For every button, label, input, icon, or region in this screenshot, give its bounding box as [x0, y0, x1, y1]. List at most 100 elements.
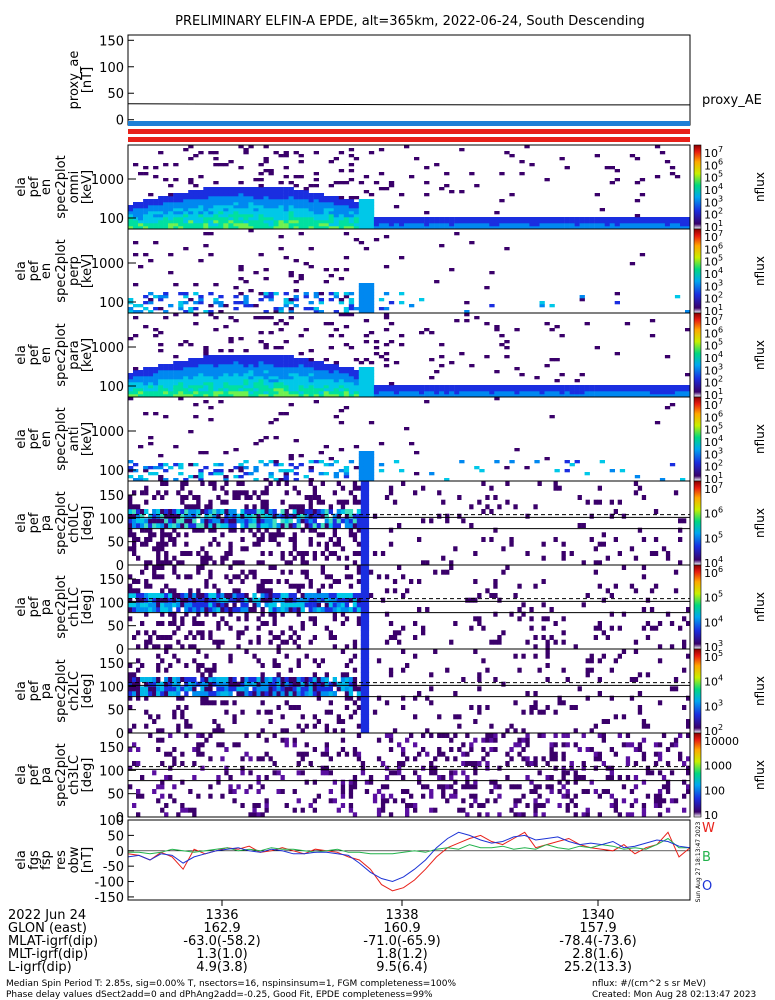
spectrogram-pixel — [328, 394, 334, 398]
spectrogram-pixel — [160, 597, 165, 603]
spectrogram-pixel — [332, 551, 337, 556]
energy-ylabel-line: perp — [67, 256, 82, 286]
spectrogram-pixel — [579, 226, 585, 230]
spectrogram-pixel — [132, 546, 137, 552]
spectrogram-pixel — [352, 784, 358, 790]
spectrogram-pixel — [360, 616, 366, 622]
spectrogram-pixel — [338, 367, 345, 371]
spectrogram-pixel — [193, 373, 199, 377]
spectrogram-pixel — [594, 388, 600, 392]
spectrogram-pixel — [664, 160, 671, 164]
spectrogram-pixel — [156, 663, 161, 668]
spectrogram-pixel — [280, 602, 285, 608]
colorbar-label: nflux — [753, 676, 767, 706]
spectrogram-pixel — [288, 560, 293, 566]
spectrogram-pixel — [614, 292, 620, 296]
spectrogram-pixel — [338, 196, 345, 200]
spectrogram-pixel — [268, 316, 274, 320]
spectrogram-pixel — [268, 211, 274, 215]
spectrogram-pixel — [344, 616, 350, 622]
spectrogram-pixel — [388, 382, 395, 386]
spectrogram-pixel — [554, 358, 560, 362]
spectrogram-pixel — [208, 385, 214, 389]
spectrogram-pixel — [188, 681, 193, 687]
spectrogram-pixel — [253, 391, 259, 395]
spectrogram-pixel — [268, 217, 274, 221]
spectrogram-pixel — [473, 579, 478, 584]
pa-ylabel-line: ch3LC — [67, 755, 82, 795]
spectrogram-pixel — [593, 546, 598, 552]
spectrogram-pixel — [153, 334, 159, 338]
spectrogram-pixel — [333, 202, 339, 206]
spectrogram-pixel — [313, 394, 319, 398]
energy-panel-frame — [127, 396, 691, 482]
spectrogram-pixel — [213, 181, 219, 185]
spectrogram-pixel — [313, 373, 319, 377]
spectrogram-pixel — [248, 523, 253, 528]
spectrogram-pixel — [313, 361, 319, 365]
spectrogram-pixel — [133, 469, 139, 473]
spectrogram-pixel — [213, 370, 219, 374]
spectrogram-pixel — [228, 607, 233, 612]
spectrogram-pixel — [178, 196, 184, 200]
spectrogram-pixel — [208, 376, 214, 380]
spectrogram-pixel — [128, 607, 133, 612]
spectrogram-pixel — [263, 169, 269, 173]
spectrogram-pixel — [505, 499, 510, 505]
spectrogram-pixel — [639, 217, 646, 221]
spectrogram-pixel — [425, 728, 430, 734]
spectrogram-pixel — [634, 220, 641, 224]
spectrogram-pixel — [437, 775, 442, 780]
spectrogram-pixel — [594, 346, 600, 350]
spectrogram-pixel — [148, 367, 154, 371]
spectrogram-pixel — [143, 202, 149, 206]
spectrogram-pixel — [293, 295, 299, 299]
spectrogram-pixel — [320, 499, 325, 505]
spectrogram-pixel — [152, 597, 157, 603]
energy-ylabel-line: pef — [27, 344, 42, 365]
spectrogram-pixel — [140, 518, 145, 524]
spectrogram-pixel — [549, 635, 554, 640]
spectrogram-pixel — [278, 391, 284, 395]
spectrogram-pixel — [343, 406, 350, 410]
spectrogram-pixel — [364, 541, 370, 547]
spectrogram-pixel — [158, 370, 164, 374]
spectrogram-pixel — [204, 695, 209, 701]
spectrogram-pixel — [213, 385, 219, 389]
spectrogram-pixel — [343, 256, 350, 260]
spectrogram-pixel — [619, 391, 626, 395]
spectrogram-pixel — [192, 523, 197, 528]
spectrogram-pixel — [574, 217, 580, 221]
spectrogram-pixel — [188, 379, 194, 383]
spectrogram-pixel — [308, 513, 313, 519]
spectrogram-pixel — [323, 385, 329, 389]
spectrogram-pixel — [276, 597, 281, 603]
spectrogram-pixel — [293, 376, 299, 380]
spectrogram-pixel — [625, 742, 631, 748]
spectrogram-pixel — [212, 719, 217, 724]
spectrogram-pixel — [501, 569, 506, 575]
spectrogram-pixel — [224, 481, 229, 486]
spectrogram-pixel — [313, 151, 319, 155]
spectrogram-pixel — [358, 223, 365, 227]
spectrogram-pixel — [143, 295, 149, 299]
spectrogram-pixel — [148, 593, 153, 598]
spectrogram-pixel — [156, 574, 161, 580]
spectrogram-pixel — [248, 190, 254, 194]
spectrogram-pixel — [364, 677, 370, 682]
spectrogram-pixel — [232, 681, 237, 687]
spectrogram-pixel — [296, 635, 301, 640]
spectrogram-pixel — [128, 672, 133, 678]
spectrogram-pixel — [156, 747, 161, 752]
spectrogram-pixel — [323, 322, 329, 326]
spectrogram-pixel — [344, 677, 350, 682]
spectrogram-pixel — [144, 723, 149, 729]
spectrogram-pixel — [243, 280, 249, 284]
spectrogram-pixel — [218, 226, 224, 230]
spectrogram-pixel — [318, 199, 324, 203]
spectrogram-pixel — [138, 208, 144, 212]
spectrogram-pixel — [358, 478, 365, 482]
spectrogram-pixel — [661, 546, 667, 552]
spectrogram-pixel — [445, 513, 450, 519]
spectrogram-pixel — [524, 226, 530, 230]
